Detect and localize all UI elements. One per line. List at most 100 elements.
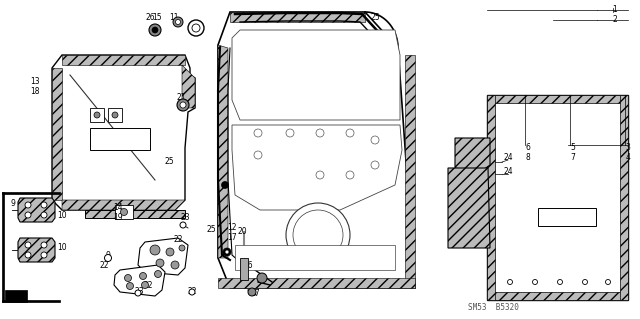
Circle shape [25, 252, 31, 258]
Text: 23: 23 [180, 213, 190, 222]
Circle shape [192, 24, 200, 32]
Circle shape [175, 19, 180, 25]
Text: 23: 23 [134, 287, 144, 296]
Circle shape [140, 272, 147, 279]
Text: 1: 1 [612, 5, 618, 14]
Bar [2, 300, 60, 302]
Circle shape [346, 171, 354, 179]
Polygon shape [18, 238, 55, 262]
Circle shape [293, 210, 343, 260]
Text: 25: 25 [206, 226, 216, 234]
Circle shape [371, 136, 379, 144]
Text: 13: 13 [30, 78, 40, 86]
Text: 27: 27 [250, 288, 260, 298]
Circle shape [177, 99, 189, 111]
Polygon shape [448, 168, 490, 248]
Circle shape [41, 252, 47, 258]
Circle shape [179, 245, 185, 251]
Circle shape [152, 27, 158, 33]
Text: 9: 9 [106, 250, 111, 259]
Circle shape [166, 248, 174, 256]
Circle shape [254, 151, 262, 159]
Text: 16: 16 [243, 261, 253, 270]
Polygon shape [182, 65, 195, 108]
Text: 9: 9 [11, 198, 15, 207]
Polygon shape [218, 45, 228, 258]
Circle shape [25, 242, 31, 248]
Circle shape [41, 242, 47, 248]
Polygon shape [5, 290, 27, 302]
Circle shape [346, 129, 354, 137]
Circle shape [508, 279, 513, 285]
Polygon shape [18, 198, 55, 222]
Circle shape [257, 273, 267, 283]
Circle shape [171, 261, 179, 269]
Bar [90, 128, 150, 150]
Text: 7: 7 [571, 153, 575, 162]
Circle shape [41, 202, 47, 208]
Polygon shape [218, 278, 415, 288]
Polygon shape [235, 245, 395, 270]
Circle shape [316, 129, 324, 137]
Polygon shape [218, 12, 415, 288]
Text: 2: 2 [612, 16, 618, 25]
Polygon shape [52, 55, 195, 210]
Text: 22: 22 [173, 235, 183, 244]
Text: 22: 22 [99, 261, 109, 270]
Circle shape [156, 259, 164, 267]
Circle shape [180, 102, 186, 108]
Circle shape [135, 290, 141, 296]
Text: 25: 25 [164, 158, 174, 167]
Circle shape [127, 283, 134, 290]
Circle shape [286, 203, 350, 267]
Circle shape [223, 248, 231, 256]
Circle shape [94, 112, 100, 118]
Circle shape [25, 202, 31, 208]
Text: 5: 5 [571, 144, 575, 152]
Circle shape [605, 279, 611, 285]
Text: 10: 10 [57, 211, 67, 219]
Polygon shape [405, 55, 415, 288]
Circle shape [120, 209, 127, 216]
Text: 24: 24 [503, 153, 513, 162]
Text: 22: 22 [188, 287, 196, 296]
Text: 21: 21 [176, 93, 186, 102]
Text: 8: 8 [525, 153, 531, 162]
Circle shape [41, 212, 47, 218]
Circle shape [371, 161, 379, 169]
Polygon shape [487, 95, 628, 103]
Circle shape [154, 271, 161, 278]
Circle shape [141, 281, 148, 288]
Text: 6: 6 [525, 144, 531, 152]
Circle shape [188, 20, 204, 36]
Text: 25: 25 [370, 13, 380, 23]
Circle shape [189, 289, 195, 295]
Bar [108, 108, 122, 122]
Text: 11: 11 [169, 12, 179, 21]
Polygon shape [62, 200, 185, 210]
Text: 20: 20 [237, 227, 247, 236]
Bar [2, 192, 4, 302]
Circle shape [557, 279, 563, 285]
Polygon shape [620, 95, 628, 300]
Text: 12: 12 [227, 224, 237, 233]
Circle shape [316, 171, 324, 179]
Bar [90, 108, 104, 122]
Circle shape [582, 279, 588, 285]
Text: 24: 24 [503, 167, 513, 176]
Text: 26: 26 [145, 12, 155, 21]
Bar [240, 258, 248, 280]
Polygon shape [232, 30, 400, 120]
Polygon shape [62, 55, 185, 65]
Text: 4: 4 [625, 153, 630, 162]
Circle shape [248, 288, 256, 296]
Bar [2, 192, 60, 194]
Circle shape [173, 17, 183, 27]
Text: 15: 15 [152, 12, 162, 21]
Polygon shape [138, 238, 188, 275]
Polygon shape [455, 138, 490, 172]
Circle shape [25, 212, 31, 218]
Circle shape [150, 245, 160, 255]
Polygon shape [232, 125, 402, 210]
Circle shape [532, 279, 538, 285]
